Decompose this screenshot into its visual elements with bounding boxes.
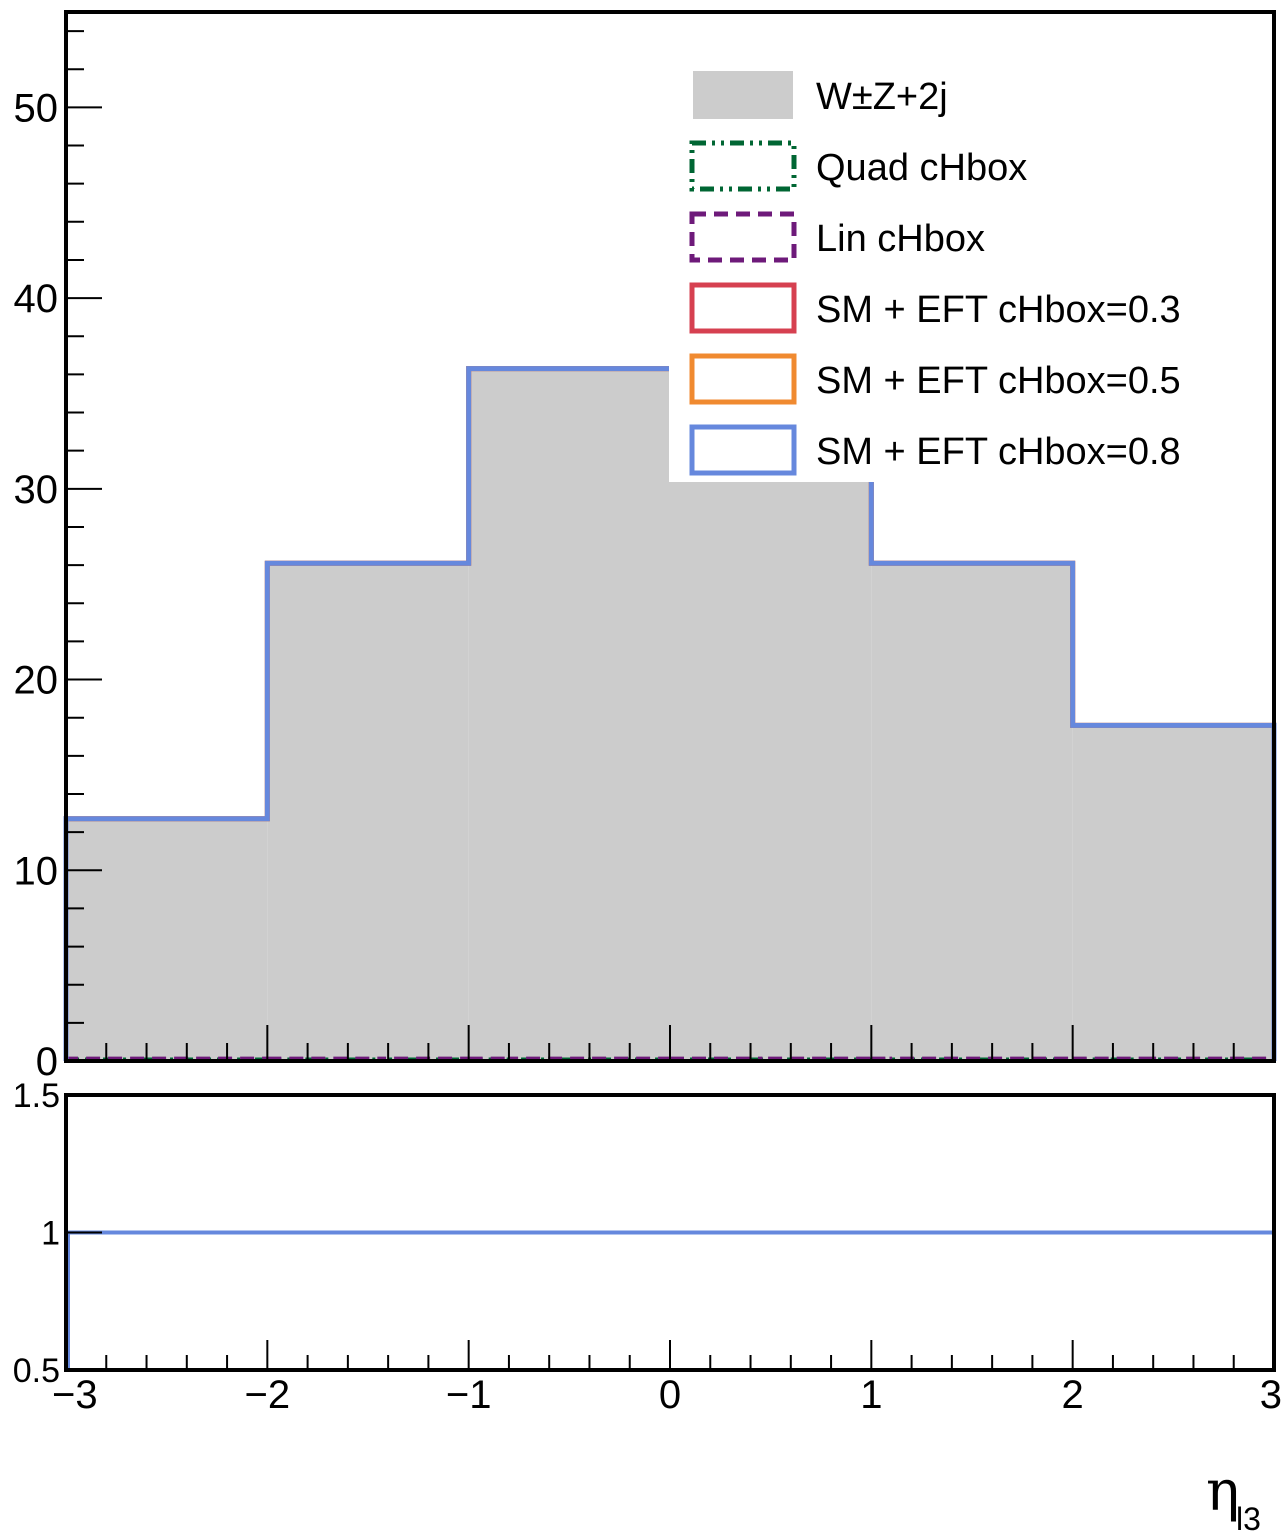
x-tick-label: 2 [1062, 1373, 1084, 1417]
x-axis-title-subscript: l3 [1236, 1501, 1261, 1536]
legend-label-sm-eft-chbox-0-3: SM + EFT cHbox=0.3 [816, 289, 1181, 331]
ratio-y-tick-label: 0.5 [13, 1352, 60, 1390]
x-tick-label: −1 [446, 1373, 492, 1417]
y-tick-label: 0 [36, 1040, 58, 1084]
bar-w-z-2j-bin-2 [267, 563, 469, 1061]
ratio-y-tick-label: 1.5 [13, 1077, 60, 1115]
bar-w-z-2j-bin-6 [1072, 725, 1274, 1061]
legend-label-lin-chbox: Lin cHbox [816, 218, 985, 260]
legend-swatch-sm-eft-chbox-0-3 [689, 282, 797, 334]
legend-swatch-lin-chbox [689, 211, 797, 263]
x-tick-label: −3 [52, 1373, 98, 1417]
legend-label-sm-eft-chbox-0-5: SM + EFT cHbox=0.5 [816, 360, 1181, 402]
bar-w-z-2j-bin-4 [670, 368, 872, 1061]
legend-swatch-sm-eft-chbox-0-5 [689, 353, 797, 405]
ratio-y-tick-label: 1 [41, 1215, 60, 1253]
x-tick-label: 0 [659, 1373, 681, 1417]
legend-label-quad-chbox: Quad cHbox [816, 147, 1027, 189]
x-tick-label: 1 [860, 1373, 882, 1417]
legend: W±Z+2j Quad cHbox Lin cHbox SM + EFT cHbox=… [669, 60, 1274, 482]
y-tick-label: 40 [14, 277, 59, 321]
legend-swatch-quad-chbox [689, 140, 797, 192]
legend-label-sm-eft-chbox-0-8: SM + EFT cHbox=0.8 [816, 431, 1181, 473]
y-tick-label: 20 [14, 659, 59, 703]
legend-label-w-z-2j: W±Z+2j [816, 76, 948, 118]
x-axis-title: η [1206, 1459, 1240, 1524]
bar-w-z-2j-bin-3 [468, 368, 670, 1061]
bar-w-z-2j-bin-5 [871, 563, 1073, 1061]
legend-swatch-sm-eft-chbox-0-8 [689, 424, 797, 476]
legend-swatch-w-z-2j [693, 71, 793, 119]
main-plot-panel: W±Z+2j Quad cHbox Lin cHbox SM + EFT cHbox=… [14, 10, 1277, 1084]
bar-w-z-2j-bin-1 [66, 818, 268, 1061]
main-y-axis-ticks: 0 10 20 30 40 50 [14, 30, 1275, 1084]
legend-box [669, 60, 1274, 482]
x-tick-label: 3 [1260, 1373, 1282, 1417]
y-tick-label: 10 [14, 849, 59, 893]
x-tick-label: −2 [245, 1373, 291, 1417]
y-tick-label: 30 [14, 468, 59, 512]
y-tick-label: 50 [14, 86, 59, 130]
ratio-plot-panel: 0.5 1 1.5 −3 −2 −1 0 1 2 3 [13, 1077, 1282, 1417]
ratio-axis-ticks: 0.5 1 1.5 −3 −2 −1 0 1 2 3 [13, 1077, 1282, 1417]
